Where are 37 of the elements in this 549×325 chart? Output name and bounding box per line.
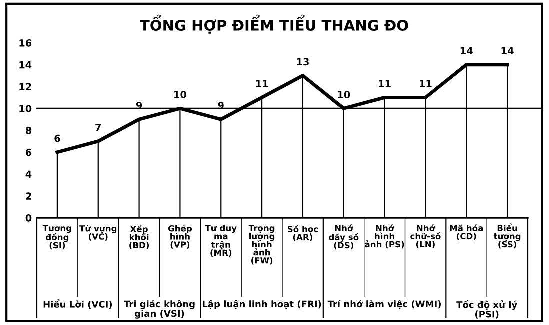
y-tick-label: 0	[26, 214, 32, 222]
data-label: 7	[96, 124, 101, 132]
x-tick-label: Số học (AR)	[288, 225, 318, 242]
x-tick-label: Mã hóa (CD)	[450, 224, 484, 240]
data-label: 10	[338, 91, 350, 98]
data-label: 11	[379, 80, 391, 88]
data-label: 10	[174, 91, 187, 98]
x-tick-label: Ghép hình (VP)	[168, 225, 192, 249]
y-tick-label: 2	[26, 192, 32, 200]
chart-title: TỔNG HỢP ĐIỂM TIỂU THANG ĐO	[140, 14, 408, 34]
x-tick-label: Biểu tượng (SS)	[494, 224, 521, 249]
y-tick-label: 6	[26, 148, 32, 156]
x-tick-label: Tư duy ma trận (MR)	[205, 225, 237, 258]
y-tick-label: 4	[26, 170, 32, 178]
data-label: 11	[420, 80, 432, 88]
x-tick-label: Xếp khối (BD)	[130, 225, 150, 250]
data-label: 6	[54, 134, 60, 142]
y-tick-label: 8	[26, 126, 32, 134]
x-tick-label: Nhớ chữ-số (LN)	[410, 224, 442, 249]
y-tick-label: 14	[20, 61, 32, 69]
data-label: 14	[460, 47, 473, 55]
text: Tốc độ xử lý (PSI)	[456, 300, 518, 319]
x-tick-label: Trọng lượng hình ảnh (FW)	[248, 225, 275, 265]
y-tick-label: 10	[20, 105, 32, 112]
data-label: 11	[256, 80, 268, 88]
text: Hiểu Lời (VCI)	[44, 300, 112, 309]
data-label: 14	[502, 47, 514, 55]
x-tick-label: Từ vựng (VC)	[80, 225, 117, 241]
x-tick-label: Tương đồng (SI)	[42, 225, 72, 250]
text: Trí nhớ làm việc (WMI)	[328, 300, 441, 310]
y-tick-label: 12	[20, 83, 32, 90]
text: Tri giác không gian (VSI)	[124, 300, 195, 319]
text: Lập luận linh hoạt (FRI)	[203, 300, 322, 310]
x-tick-label: Nhớ dãy số (DS)	[329, 224, 359, 250]
x-tick-label: Nhớ hình ảnh (PS)	[365, 224, 404, 249]
y-tick-label: 16	[20, 39, 32, 47]
data-label: 13	[297, 58, 309, 66]
